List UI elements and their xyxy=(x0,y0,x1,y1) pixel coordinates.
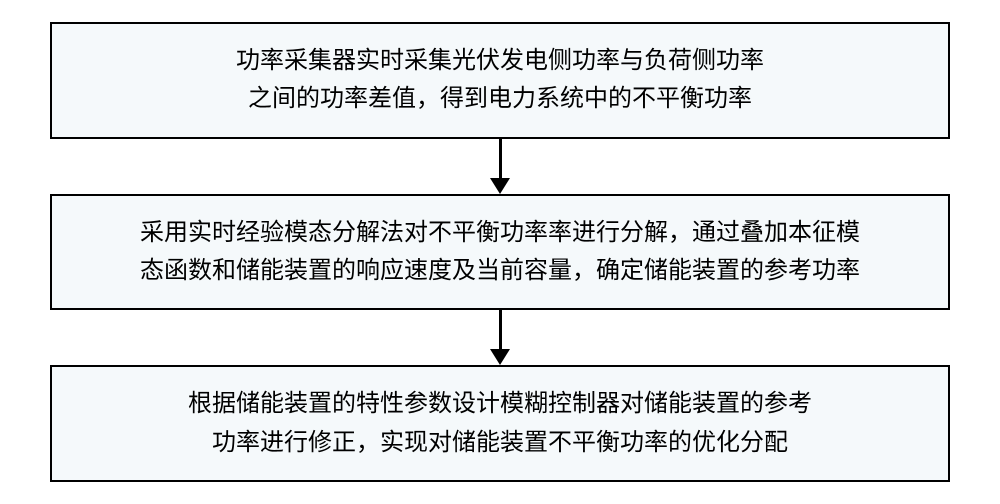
arrow-1 xyxy=(490,139,510,194)
flowchart-step-2: 采用实时经验模态分解法对不平衡功率率进行分解，通过叠加本征模 态函数和储能装置的… xyxy=(50,194,950,311)
arrow-head-icon xyxy=(490,349,510,365)
step3-line2: 功率进行修正，实现对储能装置不平衡功率的优化分配 xyxy=(212,430,788,456)
arrow-line xyxy=(499,310,502,350)
step1-line1: 功率采集器实时采集光伏发电侧功率与负荷侧功率 xyxy=(236,48,764,74)
arrow-line xyxy=(499,139,502,179)
step2-line1: 采用实时经验模态分解法对不平衡功率率进行分解，通过叠加本征模 xyxy=(140,220,860,246)
flowchart-step-3: 根据储能装置的特性参数设计模糊控制器对储能装置的参考 功率进行修正，实现对储能装… xyxy=(50,365,950,482)
step1-line2: 之间的功率差值，得到电力系统中的不平衡功率 xyxy=(248,86,752,112)
step3-line1: 根据储能装置的特性参数设计模糊控制器对储能装置的参考 xyxy=(188,391,812,417)
flowchart-step-1: 功率采集器实时采集光伏发电侧功率与负荷侧功率 之间的功率差值，得到电力系统中的不… xyxy=(50,22,950,139)
arrow-head-icon xyxy=(490,178,510,194)
step2-line2: 态函数和储能装置的响应速度及当前容量，确定储能装置的参考功率 xyxy=(140,258,860,284)
arrow-2 xyxy=(490,310,510,365)
